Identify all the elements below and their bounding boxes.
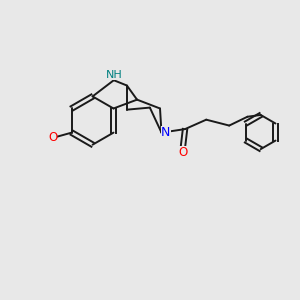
- Text: O: O: [178, 146, 187, 159]
- Text: O: O: [48, 131, 57, 144]
- Text: N: N: [161, 126, 171, 139]
- Text: NH: NH: [105, 70, 122, 80]
